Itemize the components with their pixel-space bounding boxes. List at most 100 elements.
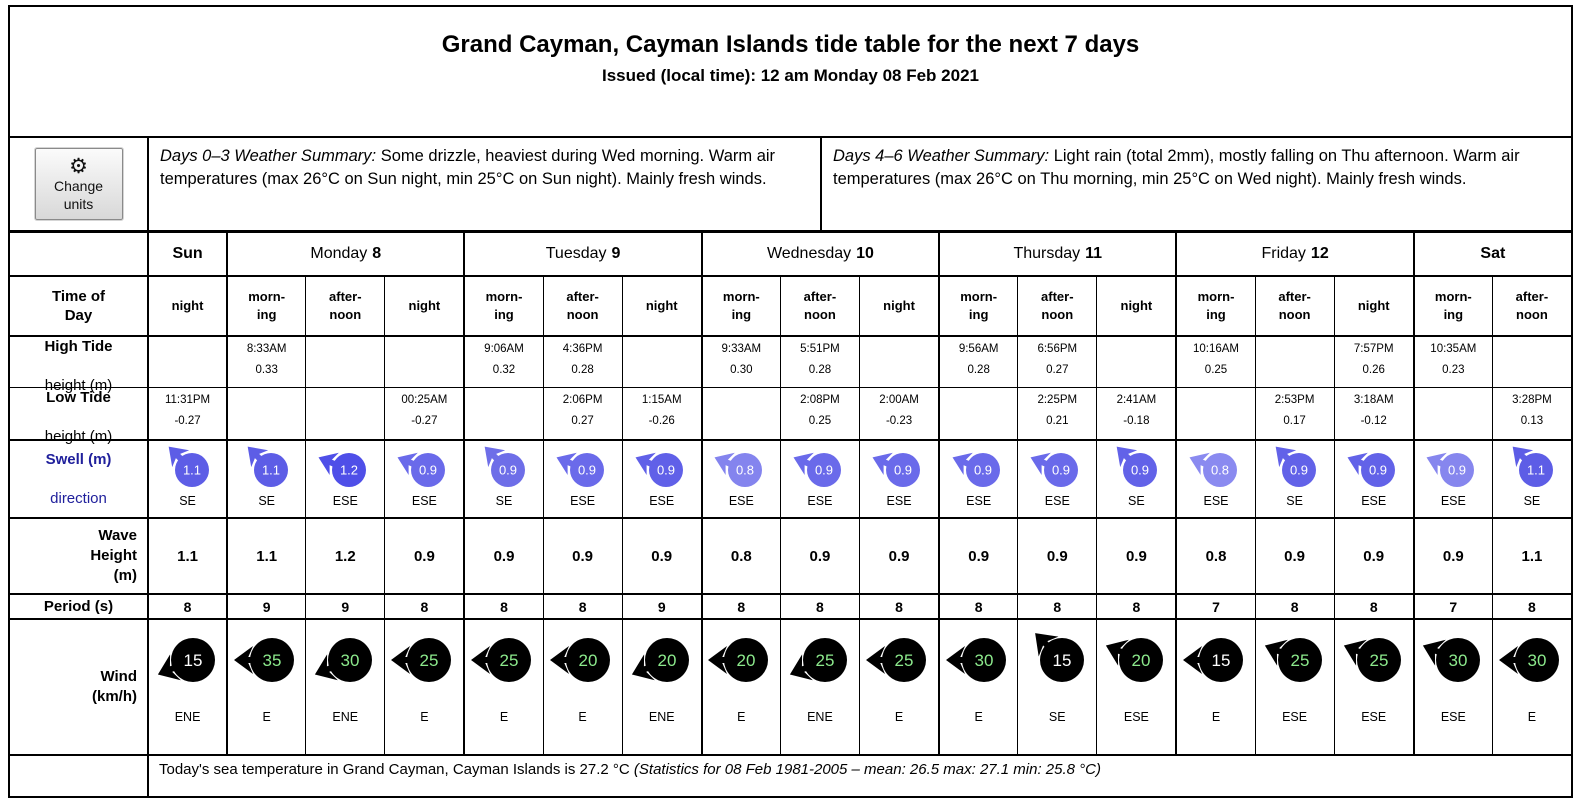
swell-direction-label: SE <box>1286 494 1303 508</box>
low-tide-cell <box>1175 388 1254 447</box>
wind-cell: 30 ESE <box>1412 620 1492 754</box>
high-tide-cell <box>384 337 463 396</box>
day-header-sun: Sun <box>147 233 226 275</box>
high-tide-cell: 4:36PM 0.28 <box>542 337 622 396</box>
wind-direction-label: ENE <box>332 710 359 724</box>
swell-direction-label: ESE <box>966 494 992 508</box>
high-tide-time: 7:57PM <box>1353 343 1394 355</box>
period-row: Period (s) 8 9 9 8 8 8 9 8 8 8 8 8 8 7 8 8 7 8 <box>10 593 1571 618</box>
swell-direction-label: ESE <box>332 494 358 508</box>
time-of-day-cell: night <box>147 277 226 335</box>
high-tide-height: 0.25 <box>1204 364 1228 376</box>
wind-direction-icon: 20 <box>549 638 610 682</box>
svg-text:0.9: 0.9 <box>815 463 833 478</box>
gear-icon: ⚙ <box>69 154 88 178</box>
low-tide-cell: 2:53PM 0.17 <box>1254 388 1334 447</box>
wind-direction-icon: 25 <box>1264 638 1322 682</box>
svg-text:35: 35 <box>262 651 281 670</box>
wind-direction-label: E <box>499 710 509 724</box>
wave-height-cell: 0.9 <box>1333 519 1413 593</box>
swell-direction-icon: 0.9 <box>556 452 604 487</box>
high-tide-height: 0.28 <box>571 364 594 376</box>
low-tide-cell: 1:15AM -0.26 <box>621 388 701 447</box>
period-cell: 8 <box>542 595 622 618</box>
swell-cell: 0.9 ESE <box>859 441 938 517</box>
low-tide-cell <box>1412 388 1492 447</box>
high-tide-cell <box>305 337 384 396</box>
high-tide-height: 0.27 <box>1046 364 1069 376</box>
low-tide-cell: 00:25AM -0.27 <box>384 388 463 447</box>
wave-height-cell: 1.2 <box>305 519 384 593</box>
swell-cell: 0.9 ESE <box>384 441 463 517</box>
low-tide-time: 2:25PM <box>1037 394 1078 406</box>
wave-height-cell: 0.9 <box>1017 519 1096 593</box>
swell-direction-label: ESE <box>1044 494 1070 508</box>
day-header-friday: Friday 12 <box>1175 233 1412 275</box>
period-cell: 8 <box>463 595 542 618</box>
svg-text:25: 25 <box>420 651 439 670</box>
high-tide-height: 0.32 <box>492 364 516 376</box>
wind-direction-label: E <box>894 710 904 724</box>
svg-text:30: 30 <box>1449 651 1468 670</box>
swell-direction-icon: 1.1 <box>168 446 209 487</box>
swell-direction-label: ESE <box>807 494 833 508</box>
wind-cell: 25 E <box>384 620 463 754</box>
summary-text: Light rain (total 2mm), mostly falling o… <box>833 147 1520 189</box>
wind-direction-label: E <box>737 710 746 724</box>
high-tide-cell: 9:33AM 0.30 <box>700 337 780 396</box>
wave-height-cell: 0.9 <box>1412 519 1492 593</box>
swell-cell: 1.1 SE <box>226 441 305 517</box>
time-of-day-cell: after-noon <box>542 277 622 335</box>
svg-text:25: 25 <box>815 651 834 670</box>
high-tide-cell: 10:35AM 0.23 <box>1412 337 1492 396</box>
wave-height-cell: 1.1 <box>226 519 305 593</box>
weather-summary-days-4-6: Days 4–6 Weather Summary: Light rain (to… <box>820 138 1571 230</box>
low-tide-height: 0.17 <box>1283 415 1306 427</box>
wave-height-row: Wave Height (m) 1.1 1.1 1.2 0.9 0.9 0.9 0.9 0.8 0.9… <box>10 517 1571 593</box>
swell-direction-icon: 0.9 <box>1275 446 1316 487</box>
high-tide-height: 0.23 <box>1442 364 1465 376</box>
wind-cell: 15 SE <box>1017 620 1096 754</box>
period-cell: 8 <box>859 595 938 618</box>
day-header-sat: Sat <box>1412 233 1571 275</box>
row-label-wind: Wind (km/h) <box>92 667 137 705</box>
wind-cell: 25 ESE <box>1254 620 1334 754</box>
wind-cell: 25 ESE <box>1333 620 1413 754</box>
wind-cell: 30 ENE <box>305 620 384 754</box>
time-of-day-cell: night <box>621 277 701 335</box>
summary-label: Days 4–6 Weather Summary: <box>833 147 1050 165</box>
high-tide-cell: 9:56AM 0.28 <box>938 337 1017 396</box>
time-of-day-cell: morn-ing <box>463 277 542 335</box>
sea-temperature-row: Today's sea temperature in Grand Cayman,… <box>10 754 1571 796</box>
swell-cell: 1.1 SE <box>147 441 226 517</box>
swell-direction-icon: 1.1 <box>247 446 288 487</box>
swell-cell: 0.9 ESE <box>1333 441 1413 517</box>
wind-direction-icon: 25 <box>470 638 531 682</box>
period-cell: 8 <box>1017 595 1096 618</box>
period-cell: 9 <box>305 595 384 618</box>
period-cell: 9 <box>621 595 701 618</box>
weather-summary-days-0-3: Days 0–3 Weather Summary: Some drizzle, … <box>147 138 820 230</box>
change-units-button[interactable]: ⚙ Change units <box>33 147 124 221</box>
svg-text:20: 20 <box>1132 651 1151 670</box>
svg-text:15: 15 <box>1212 651 1231 670</box>
swell-direction-label: ESE <box>570 494 596 508</box>
wind-direction-label: ESE <box>1440 710 1466 724</box>
low-tide-height: -0.27 <box>411 415 438 427</box>
svg-text:0.9: 0.9 <box>1448 463 1466 478</box>
swell-cell: 0.9 ESE <box>938 441 1017 517</box>
swell-direction-icon: 1.2 <box>318 452 367 487</box>
time-of-day-cell: night <box>1096 277 1175 335</box>
high-tide-height: 0.33 <box>255 364 278 376</box>
svg-text:0.9: 0.9 <box>419 463 437 478</box>
wind-direction-label: E <box>1211 710 1221 724</box>
svg-text:0.9: 0.9 <box>578 463 596 478</box>
svg-text:20: 20 <box>578 651 597 670</box>
page-title: Grand Cayman, Cayman Islands tide table … <box>441 31 1140 58</box>
high-tide-cell <box>621 337 701 396</box>
high-tide-cell <box>1254 337 1334 396</box>
wind-direction-label: E <box>262 710 271 724</box>
wind-direction-icon: 20 <box>1106 638 1164 682</box>
svg-text:0.9: 0.9 <box>1052 463 1070 478</box>
svg-text:15: 15 <box>183 651 202 670</box>
